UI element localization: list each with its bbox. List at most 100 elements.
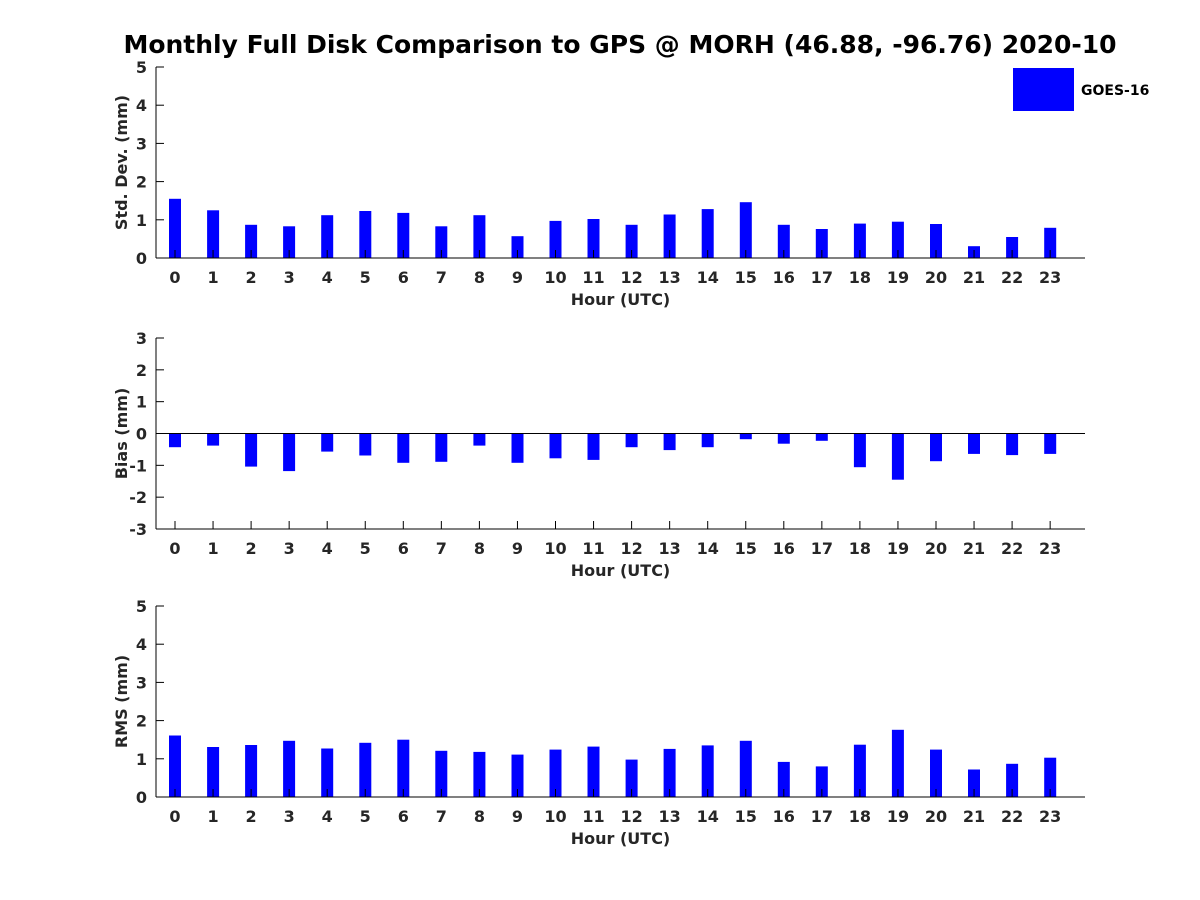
rms-bar [891, 729, 904, 797]
rms-bar [435, 750, 448, 797]
bias-y-tick-label: -1 [129, 456, 147, 475]
bias-bar [625, 433, 638, 448]
rms-x-tick-label: 16 [773, 807, 795, 826]
bias-x-tick-label: 7 [436, 539, 447, 558]
bias-bar [549, 433, 562, 459]
std_dev-bar [930, 224, 942, 258]
bias-bar [1006, 433, 1019, 456]
rms-bar [397, 739, 410, 797]
bias-bar [245, 433, 258, 467]
legend-swatch [1013, 68, 1074, 111]
rms-bar [701, 745, 714, 797]
bias-x-tick-label: 11 [582, 539, 604, 558]
std_dev-x-tick-label: 16 [773, 268, 795, 287]
rms-bar [930, 749, 942, 797]
std_dev-x-tick-label: 15 [735, 268, 757, 287]
rms-x-tick-label: 9 [512, 807, 523, 826]
rms-bar [625, 759, 638, 797]
rms-bar [511, 754, 524, 797]
bias-x-tick-label: 6 [398, 539, 409, 558]
rms-x-tick-label: 10 [544, 807, 566, 826]
std_dev-bar [435, 226, 448, 258]
std_dev-x-tick-label: 19 [887, 268, 909, 287]
rms-y-tick-label: 4 [136, 635, 147, 654]
bias-x-tick-label: 15 [735, 539, 757, 558]
rms-x-tick-label: 21 [963, 807, 985, 826]
bias-bar [739, 433, 752, 440]
rms-y-axis-label: RMS (mm) [112, 655, 131, 748]
bias-x-tick-label: 18 [849, 539, 871, 558]
rms-x-axis-label: Hour (UTC) [571, 829, 671, 848]
std_dev-x-tick-label: 9 [512, 268, 523, 287]
bias-x-tick-label: 8 [474, 539, 485, 558]
bias-bar [853, 433, 866, 468]
rms-x-tick-label: 22 [1001, 807, 1023, 826]
std_dev-bar [777, 224, 790, 258]
bias-bar [891, 433, 904, 480]
rms-bar [549, 749, 562, 797]
rms-x-tick-label: 15 [735, 807, 757, 826]
bias-bar [283, 433, 296, 472]
std_dev-y-tick-label: 2 [136, 173, 147, 192]
std_dev-bar [1044, 227, 1057, 258]
bias-y-tick-label: -3 [129, 520, 147, 539]
bias-x-tick-label: 9 [512, 539, 523, 558]
bias-bar [968, 433, 980, 454]
bias-bar [777, 433, 790, 444]
bias-x-tick-label: 16 [773, 539, 795, 558]
bias-x-tick-label: 1 [207, 539, 218, 558]
std_dev-bar [511, 236, 524, 258]
bias-bar [701, 433, 714, 448]
std_dev-bar [625, 224, 638, 258]
bias-bar [359, 433, 372, 456]
std_dev-bar [473, 215, 486, 258]
bias-x-tick-label: 12 [620, 539, 642, 558]
std_dev-bar [701, 209, 714, 258]
bias-bar [397, 433, 410, 463]
std_dev-y-tick-label: 0 [136, 249, 147, 268]
rms-x-tick-label: 14 [697, 807, 719, 826]
rms-x-tick-label: 23 [1039, 807, 1061, 826]
std_dev-bar [815, 229, 828, 258]
bias-bar [511, 433, 524, 463]
rms-x-tick-label: 1 [207, 807, 218, 826]
std_dev-bar [397, 212, 410, 258]
bias-bar [207, 433, 220, 446]
rms-x-tick-label: 3 [284, 807, 295, 826]
std_dev-bar [663, 214, 676, 258]
rms-x-tick-label: 7 [436, 807, 447, 826]
bias-x-tick-label: 13 [659, 539, 681, 558]
bias-bar [815, 433, 828, 441]
std_dev-x-tick-label: 4 [322, 268, 333, 287]
std_dev-x-tick-label: 18 [849, 268, 871, 287]
bias-bar [435, 433, 448, 462]
std_dev-bar [321, 215, 334, 258]
std_dev-x-tick-label: 13 [659, 268, 681, 287]
std_dev-bar [739, 202, 752, 258]
rms-bar [777, 761, 790, 797]
rms-bar [968, 769, 980, 797]
bias-x-tick-label: 23 [1039, 539, 1061, 558]
bias-y-tick-label: 2 [136, 361, 147, 380]
std_dev-bar [359, 211, 372, 258]
rms-bar [245, 745, 258, 797]
std_dev-x-tick-label: 5 [360, 268, 371, 287]
bias-x-tick-label: 14 [697, 539, 719, 558]
chart-title: Monthly Full Disk Comparison to GPS @ MO… [123, 30, 1117, 59]
std_dev-bar [853, 223, 866, 258]
bias-bar [473, 433, 486, 446]
std_dev-x-tick-label: 12 [620, 268, 642, 287]
bias-bar [1044, 433, 1057, 454]
bias-x-tick-label: 4 [322, 539, 333, 558]
rms-bar [815, 766, 828, 797]
std_dev-bar [587, 219, 600, 258]
std_dev-x-tick-label: 17 [811, 268, 833, 287]
rms-bar [169, 735, 181, 797]
rms-x-tick-label: 6 [398, 807, 409, 826]
std_dev-x-tick-label: 6 [398, 268, 409, 287]
rms-x-tick-label: 8 [474, 807, 485, 826]
bias-y-tick-label: 0 [136, 425, 147, 444]
bias-x-tick-label: 3 [284, 539, 295, 558]
